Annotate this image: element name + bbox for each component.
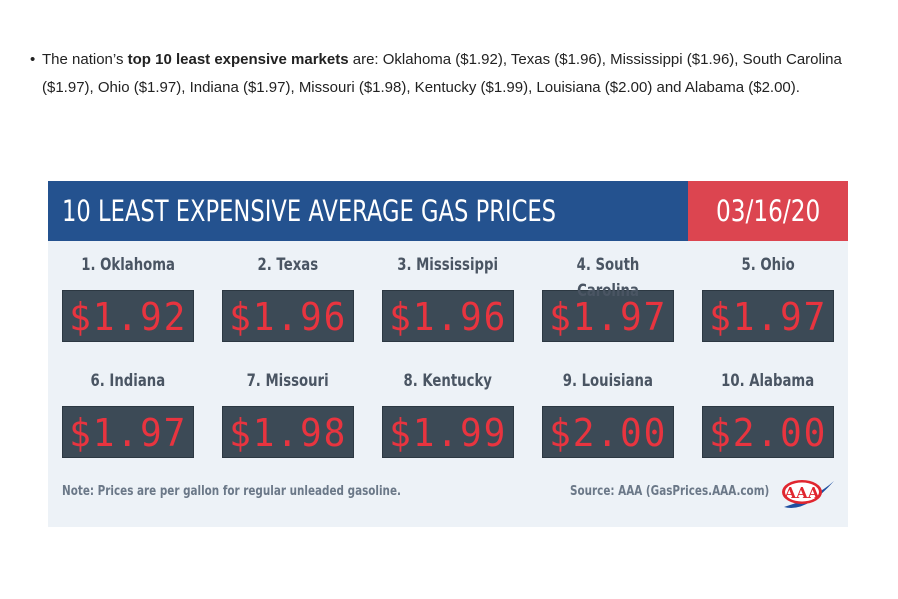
state-label: 2. Texas: [208, 252, 368, 278]
state-label: 6. Indiana: [48, 368, 208, 394]
price-display: $2.00: [702, 406, 834, 458]
price-display: $2.00: [542, 406, 674, 458]
state-label-text: 3. Mississippi: [397, 255, 499, 275]
bullet-text: The nation’s top 10 least expensive mark…: [42, 46, 874, 102]
date-text: 03/16/20: [715, 194, 821, 228]
price-display: $1.97: [542, 290, 674, 342]
state-label-text: 2. Texas: [257, 255, 319, 275]
bullet-dot: •: [30, 51, 36, 68]
state-label-text: 9. Louisiana: [562, 371, 654, 391]
price-display: $1.97: [62, 406, 194, 458]
state-label: 7. Missouri: [208, 368, 368, 394]
infographic-title: 10 LEAST EXPENSIVE AVERAGE GAS PRICES: [48, 181, 688, 241]
price-card: 2. Texas $1.96: [208, 252, 368, 342]
state-label-text: 5. Ohio: [741, 255, 795, 275]
note: Note: Prices are per gallon for regular …: [62, 484, 486, 499]
price-text: $1.92: [68, 295, 188, 339]
price-text: $1.99: [388, 411, 508, 455]
bullet-item: • The nation’s top 10 least expensive ma…: [24, 46, 874, 102]
state-label: 10. Alabama: [688, 368, 848, 394]
state-label-text: 1. Oklahoma: [81, 255, 175, 275]
price-display: $1.96: [222, 290, 354, 342]
infographic-date: 03/16/20: [688, 181, 848, 241]
title-text: 10 LEAST EXPENSIVE AVERAGE GAS PRICES: [62, 194, 557, 228]
price-card: 8. Kentucky $1.99: [368, 368, 528, 458]
price-card: 1. Oklahoma $1.92: [48, 252, 208, 342]
price-card: 4. South Carolina $1.97: [528, 252, 688, 342]
state-label-text: 8. Kentucky: [403, 371, 493, 391]
state-label-text: 6. Indiana: [90, 371, 166, 391]
price-card: 10. Alabama $2.00: [688, 368, 848, 458]
price-card: 7. Missouri $1.98: [208, 368, 368, 458]
bullet-bold: top 10 least expensive markets: [127, 51, 349, 68]
price-text: $2.00: [708, 411, 828, 455]
state-label-text: 7. Missouri: [246, 371, 330, 391]
price-text: $1.98: [228, 411, 348, 455]
state-label: 3. Mississippi: [368, 252, 528, 278]
price-card: 6. Indiana $1.97: [48, 368, 208, 458]
state-label: 4. South Carolina: [528, 252, 688, 301]
aaa-logo-icon: AAA: [782, 480, 834, 508]
state-label: 8. Kentucky: [368, 368, 528, 394]
note-text: Note: Prices are per gallon for regular …: [62, 484, 401, 499]
price-text: $2.00: [548, 411, 668, 455]
state-label: 1. Oklahoma: [48, 252, 208, 278]
price-display: $1.97: [702, 290, 834, 342]
price-card: 9. Louisiana $2.00: [528, 368, 688, 458]
price-text: $1.96: [228, 295, 348, 339]
source: Source: AAA (GasPrices.AAA.com): [570, 484, 819, 499]
state-label: 5. Ohio: [688, 252, 848, 278]
price-card: 3. Mississippi $1.96: [368, 252, 528, 342]
price-display: $1.96: [382, 290, 514, 342]
price-display: $1.98: [222, 406, 354, 458]
price-card: 5. Ohio $1.97: [688, 252, 848, 342]
svg-text:AAA: AAA: [784, 484, 820, 502]
price-text: $1.97: [68, 411, 188, 455]
gas-prices-infographic: 10 LEAST EXPENSIVE AVERAGE GAS PRICES 03…: [48, 181, 848, 527]
bullet-prefix: The nation’s: [42, 51, 128, 68]
price-text: $1.97: [708, 295, 828, 339]
state-label: 9. Louisiana: [528, 368, 688, 394]
price-display: $1.92: [62, 290, 194, 342]
bullet-suffix: are: Oklahoma ($1.92), Texas ($1.96), Mi…: [42, 51, 842, 96]
price-text: $1.96: [388, 295, 508, 339]
source-text: Source: AAA (GasPrices.AAA.com): [570, 484, 770, 499]
price-text: $1.97: [548, 295, 668, 339]
state-label-text: 4. South Carolina: [576, 255, 640, 301]
state-label-text: 10. Alabama: [721, 371, 815, 391]
price-display: $1.99: [382, 406, 514, 458]
